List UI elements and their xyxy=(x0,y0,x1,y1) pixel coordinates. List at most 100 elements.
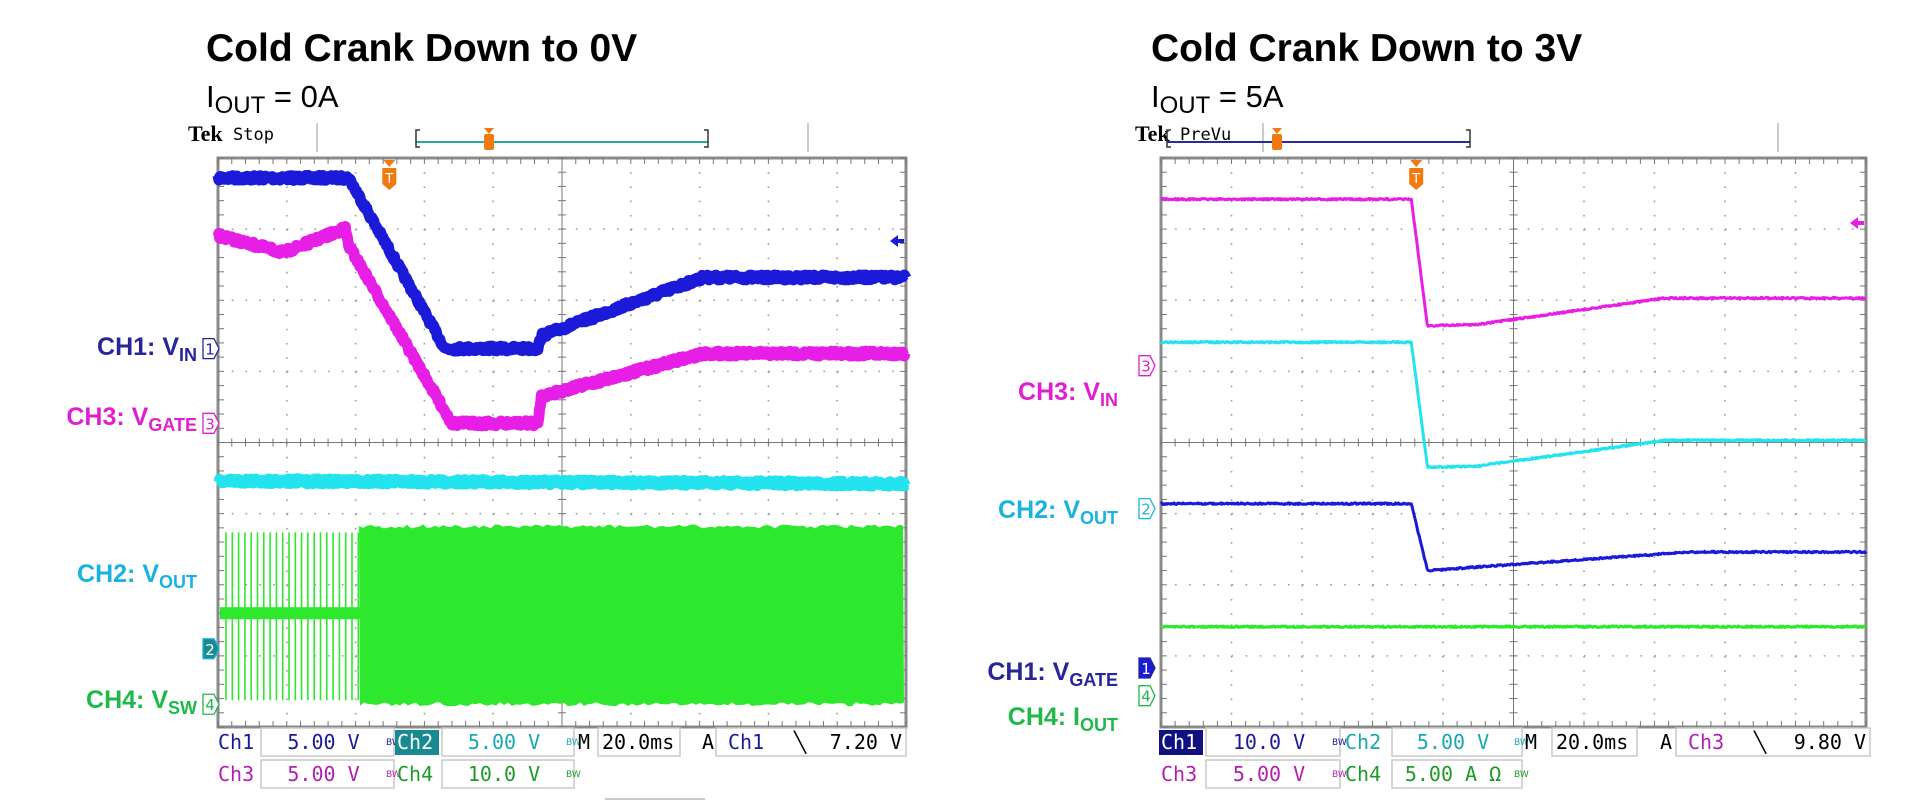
record-trigger-icon xyxy=(1272,128,1282,150)
timebase-value: 20.0ms xyxy=(1556,730,1628,754)
trigger-letter: T xyxy=(384,172,393,187)
readout-ch2[interactable]: Ch2 5.00 V BW xyxy=(395,727,581,757)
graticule xyxy=(1159,156,1868,729)
svg-text:2: 2 xyxy=(1141,501,1151,519)
timebase-box[interactable] xyxy=(1551,727,1638,757)
trigger-readout-box[interactable] xyxy=(1675,727,1871,757)
readout-ch1[interactable]: Ch1 10.0 V BW xyxy=(1159,727,1347,757)
channel-label-ch3: CH3: VIN xyxy=(1018,378,1118,410)
svg-text:BW: BW xyxy=(386,738,401,748)
chart-title: Cold Crank Down to 3V xyxy=(1151,27,1582,70)
svg-text:BW: BW xyxy=(566,738,581,748)
svg-text:Ch1: Ch1 xyxy=(218,730,254,754)
svg-text:Ch2: Ch2 xyxy=(1345,730,1381,754)
trace-ch2 xyxy=(1159,339,1867,470)
channel-ch4-ground-marker[interactable]: 4 xyxy=(1138,685,1156,707)
channel-label-ch1: CH1: VIN xyxy=(97,333,197,365)
waveforms xyxy=(212,169,912,707)
channel-label-ch4: CH4: VSW xyxy=(86,686,197,718)
channel-label-ch2: CH2: VOUT xyxy=(77,560,197,592)
subtitle-rest: = 5A xyxy=(1210,79,1284,114)
svg-text:5.00 V: 5.00 V xyxy=(1417,730,1489,754)
trigger-slope-icon: ╲ xyxy=(1753,730,1767,754)
channel-ch1-ground-marker[interactable]: 1 xyxy=(202,337,220,360)
svg-text:BW: BW xyxy=(1514,770,1529,780)
svg-text:BW: BW xyxy=(1332,770,1347,780)
svg-text:3: 3 xyxy=(1141,358,1151,376)
trace-ch1 xyxy=(212,169,912,357)
svg-text:Ch3: Ch3 xyxy=(1161,762,1197,786)
trigger-slope-icon: ╲ xyxy=(793,730,807,754)
svg-text:5.00 V: 5.00 V xyxy=(287,762,359,786)
channel-ch4-ground-marker[interactable]: 4 xyxy=(202,693,220,715)
svg-text:Ch4: Ch4 xyxy=(397,762,433,786)
trace-ch4 xyxy=(220,524,904,707)
timebase-value: 20.0ms xyxy=(602,730,674,754)
readout-ch1[interactable]: Ch1 5.00 V BW xyxy=(218,727,401,757)
svg-text:BW: BW xyxy=(1514,738,1529,748)
channel-label-ch3: CH3: VGATE xyxy=(66,403,197,435)
readout-ch2[interactable]: Ch2 5.00 V BW xyxy=(1345,727,1529,757)
acquisition-mode: PreVu xyxy=(1180,125,1231,145)
record-view-bar[interactable] xyxy=(415,129,709,148)
trigger-readout-box[interactable] xyxy=(715,727,907,757)
trigger-level: 7.20 V xyxy=(830,730,902,754)
record-view-bar[interactable] xyxy=(1166,129,1471,148)
subtitle-subscript: OUT xyxy=(1160,92,1211,119)
channel-ch3-ground-marker[interactable]: 3 xyxy=(1138,355,1156,377)
trigger-source: Ch1 xyxy=(728,730,764,754)
waveforms xyxy=(1159,197,1868,629)
timebase-box[interactable] xyxy=(597,727,681,757)
timebase-label: M xyxy=(578,730,590,754)
trigger-letter: T xyxy=(1411,172,1420,187)
svg-text:3: 3 xyxy=(205,415,215,433)
readout-ch3[interactable]: Ch3 5.00 V BW xyxy=(218,759,401,789)
subtitle-main: I xyxy=(206,79,215,114)
svg-text:5.00 V: 5.00 V xyxy=(1233,762,1305,786)
subtitle-rest: = 0A xyxy=(265,79,339,114)
channel-ch2-ground-marker[interactable]: 2 xyxy=(202,638,220,660)
chart-title: Cold Crank Down to 0V xyxy=(206,27,637,70)
trace-ch1 xyxy=(1159,501,1868,573)
trigger-source: Ch3 xyxy=(1688,730,1724,754)
tek-logo: Tek xyxy=(1135,121,1170,146)
trigger-position-icon[interactable]: T xyxy=(1409,160,1424,190)
svg-text:1: 1 xyxy=(205,341,215,359)
subtitle-main: I xyxy=(1151,79,1160,114)
trace-ch3 xyxy=(212,221,911,432)
channel-label-ch4: CH4: IOUT xyxy=(1008,703,1118,735)
trace-ch2 xyxy=(213,473,911,492)
readout-ch3[interactable]: Ch3 5.00 V BW xyxy=(1161,759,1347,789)
svg-text:4: 4 xyxy=(1141,688,1151,706)
chart-subtitle: IOUT = 5A xyxy=(1151,79,1284,119)
timebase-label: M xyxy=(1525,730,1537,754)
channel-label-ch1: CH1: VGATE xyxy=(987,658,1118,690)
trigger-level-arrow-icon[interactable] xyxy=(1850,217,1864,229)
record-trigger-icon xyxy=(484,128,494,150)
svg-text:10.0 V: 10.0 V xyxy=(1233,730,1305,754)
readout-ch4[interactable]: Ch4 10.0 V BW xyxy=(397,759,581,789)
svg-text:Ch1: Ch1 xyxy=(1161,730,1197,754)
acquisition-label: A xyxy=(702,730,714,754)
channel-ch2-ground-marker[interactable]: 2 xyxy=(1138,497,1156,520)
switching-band xyxy=(359,524,904,707)
subtitle-subscript: OUT xyxy=(215,92,266,119)
channel-ch1-ground-marker[interactable]: 1 xyxy=(1138,657,1156,679)
acquisition-label: A xyxy=(1660,730,1672,754)
svg-text:5.00 A Ω: 5.00 A Ω xyxy=(1405,762,1501,786)
trigger-position-icon[interactable]: T xyxy=(382,160,397,190)
trigger-level-arrow-icon[interactable] xyxy=(890,235,904,247)
readout-ch4[interactable]: Ch4 5.00 A Ω BW xyxy=(1345,759,1529,789)
svg-text:10.0 V: 10.0 V xyxy=(468,762,540,786)
channel-ch3-ground-marker[interactable]: 3 xyxy=(202,412,220,434)
trace-ch4 xyxy=(1160,624,1868,629)
channel-label-ch2: CH2: VOUT xyxy=(998,496,1118,528)
svg-text:5.00 V: 5.00 V xyxy=(287,730,359,754)
switching-baseline xyxy=(220,607,362,620)
svg-text:Ch4: Ch4 xyxy=(1345,762,1381,786)
svg-text:BW: BW xyxy=(386,770,401,780)
svg-text:1: 1 xyxy=(1141,660,1151,678)
